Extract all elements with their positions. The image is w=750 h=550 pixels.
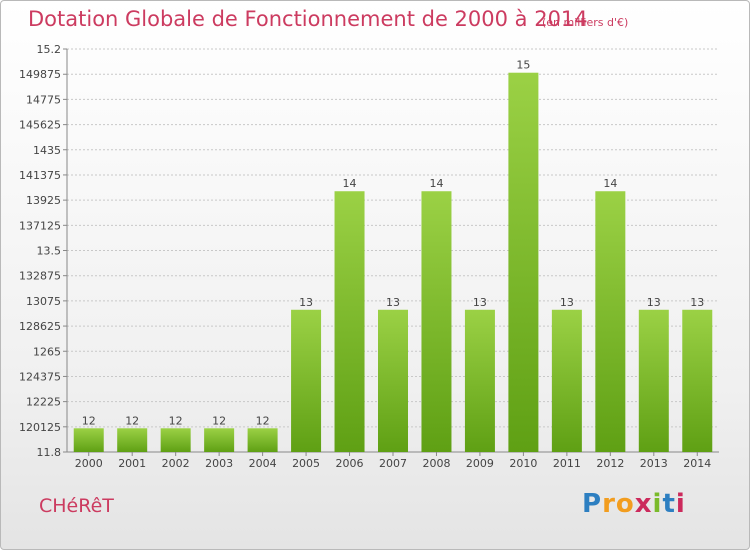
x-tick-label: 2004 bbox=[249, 457, 277, 470]
logo-letter: r bbox=[602, 489, 616, 519]
bar-value-label: 12 bbox=[125, 414, 139, 427]
logo-letter: o bbox=[615, 489, 635, 519]
y-tick-label: 13925 bbox=[26, 194, 61, 207]
x-tick-label: 2003 bbox=[205, 457, 233, 470]
x-tick-label: 2012 bbox=[596, 457, 624, 470]
logo-letter: i bbox=[675, 489, 686, 519]
bar-value-label: 12 bbox=[82, 414, 96, 427]
x-tick-label: 2013 bbox=[640, 457, 668, 470]
y-tick-label: 120125 bbox=[19, 421, 61, 434]
y-tick-label: 145625 bbox=[19, 119, 61, 132]
y-tick-label: 132875 bbox=[19, 270, 61, 283]
bar-value-label: 13 bbox=[647, 296, 661, 309]
x-tick-label: 2010 bbox=[509, 457, 537, 470]
bar bbox=[421, 191, 452, 452]
bar bbox=[334, 191, 365, 452]
bar-value-label: 13 bbox=[473, 296, 487, 309]
bar-value-label: 13 bbox=[690, 296, 704, 309]
bar bbox=[204, 428, 235, 452]
x-tick-label: 2007 bbox=[379, 457, 407, 470]
bar-value-label: 14 bbox=[429, 177, 443, 190]
bar bbox=[160, 428, 191, 452]
bar bbox=[551, 309, 582, 452]
bar bbox=[247, 428, 278, 452]
bar-value-label: 13 bbox=[560, 296, 574, 309]
bar bbox=[73, 428, 104, 452]
y-tick-label: 141375 bbox=[19, 169, 61, 182]
x-tick-label: 2006 bbox=[336, 457, 364, 470]
y-tick-label: 13075 bbox=[26, 295, 61, 308]
bar-value-label: 14 bbox=[343, 177, 357, 190]
x-tick-label: 2002 bbox=[162, 457, 190, 470]
bar bbox=[595, 191, 626, 452]
x-tick-label: 2000 bbox=[75, 457, 103, 470]
logo-letter: t bbox=[662, 489, 676, 519]
bar bbox=[638, 309, 669, 452]
bar bbox=[291, 309, 322, 452]
logo-letter: i bbox=[652, 489, 663, 519]
bar-value-label: 14 bbox=[603, 177, 617, 190]
chart-title: Dotation Globale de Fonctionnement de 20… bbox=[28, 7, 588, 31]
commune-name: CHéRêT bbox=[39, 495, 114, 517]
bar-value-label: 12 bbox=[169, 414, 183, 427]
bar-value-label: 12 bbox=[256, 414, 270, 427]
x-tick-label: 2014 bbox=[683, 457, 711, 470]
bar bbox=[464, 309, 495, 452]
y-tick-label: 11.8 bbox=[37, 446, 62, 459]
bar bbox=[117, 428, 148, 452]
x-tick-label: 2005 bbox=[292, 457, 320, 470]
bar-value-label: 15 bbox=[516, 59, 530, 72]
x-tick-label: 2009 bbox=[466, 457, 494, 470]
bar bbox=[682, 309, 713, 452]
bar bbox=[378, 309, 408, 452]
y-tick-label: 15.2 bbox=[37, 43, 62, 56]
y-tick-label: 128625 bbox=[19, 320, 61, 333]
y-tick-label: 13.5 bbox=[37, 245, 62, 258]
y-tick-label: 14775 bbox=[26, 93, 61, 106]
y-tick-label: 149875 bbox=[19, 68, 61, 81]
logo-letter: P bbox=[582, 489, 603, 519]
bar-value-label: 13 bbox=[386, 296, 400, 309]
x-tick-label: 2011 bbox=[553, 457, 581, 470]
chart-unit-note: (en milliers d'€) bbox=[542, 16, 629, 29]
y-tick-label: 12225 bbox=[26, 396, 61, 409]
y-tick-label: 1265 bbox=[33, 345, 61, 358]
bar-value-label: 12 bbox=[212, 414, 226, 427]
proxiti-logo: Proxiti bbox=[582, 489, 686, 519]
bar-value-label: 13 bbox=[299, 296, 313, 309]
bar bbox=[508, 72, 539, 453]
y-tick-label: 124375 bbox=[19, 370, 61, 383]
logo-letter: x bbox=[634, 489, 653, 519]
x-tick-label: 2008 bbox=[422, 457, 450, 470]
y-tick-label: 137125 bbox=[19, 219, 61, 232]
y-tick-label: 1435 bbox=[33, 144, 61, 157]
x-tick-label: 2001 bbox=[118, 457, 146, 470]
